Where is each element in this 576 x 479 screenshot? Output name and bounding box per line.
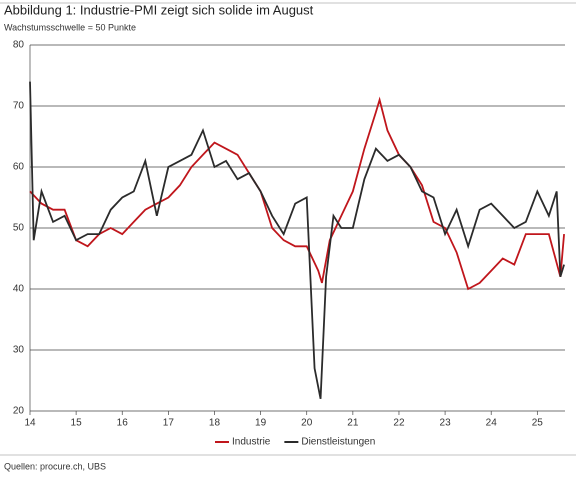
chart-subtitle: Wachstumsschwelle = 50 Punkte <box>4 22 136 32</box>
x-tick-label: 22 <box>393 418 405 429</box>
y-tick-label: 70 <box>13 101 25 112</box>
x-tick-label: 25 <box>532 418 544 429</box>
legend-label: Industrie <box>232 437 271 448</box>
y-tick-label: 60 <box>13 162 25 173</box>
x-tick-label: 20 <box>301 418 313 429</box>
line-series <box>29 81 565 399</box>
x-tick-label: 15 <box>71 418 83 429</box>
y-tick-label: 20 <box>13 406 25 417</box>
x-tick-label: 21 <box>347 418 359 429</box>
x-tick-label: 23 <box>440 418 452 429</box>
y-tick-label: 30 <box>13 345 25 356</box>
line-series <box>29 96 565 291</box>
y-tick-label: 40 <box>13 284 25 295</box>
x-tick-label: 24 <box>486 418 498 429</box>
x-tick-label: 17 <box>163 418 175 429</box>
x-tick-label: 14 <box>24 418 36 429</box>
chart-title: Abbildung 1: Industrie-PMI zeigt sich so… <box>4 2 314 17</box>
legend-label: Dienstleistungen <box>301 437 375 448</box>
y-tick-label: 80 <box>13 40 25 51</box>
y-tick-label: 50 <box>13 223 25 234</box>
x-tick-label: 19 <box>255 418 267 429</box>
source: Quellen: procure.ch, UBS <box>4 461 106 471</box>
x-tick-label: 16 <box>117 418 129 429</box>
x-tick-label: 18 <box>209 418 221 429</box>
